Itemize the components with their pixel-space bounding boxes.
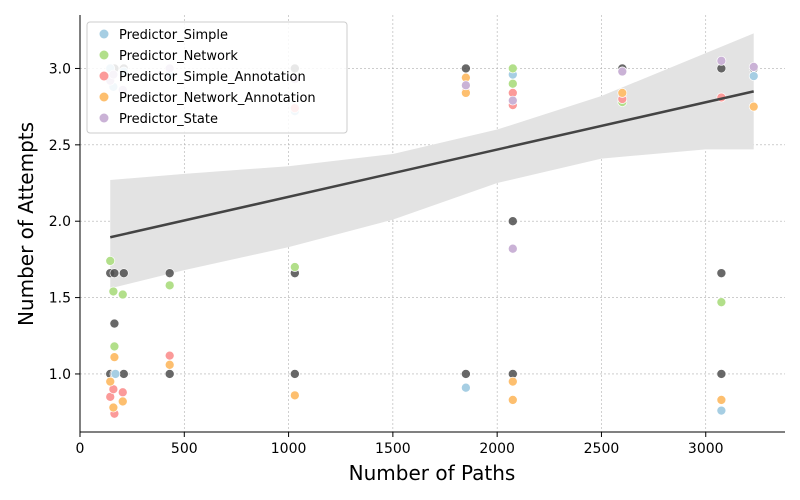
y-tick-label: 2.0: [49, 214, 71, 230]
legend-marker: [99, 113, 109, 123]
series-point-predictor-network: [507, 78, 518, 89]
series-point-predictor-network: [716, 297, 727, 308]
series-point-predictor-simple: [716, 405, 727, 416]
x-tick-label: 2500: [584, 441, 620, 457]
series-point-predictor-network-annotation: [105, 376, 116, 387]
series-point-predictor-network: [289, 262, 300, 272]
y-axis-title: Number of Attempts: [14, 122, 38, 326]
series-point-predictor-network-annotation: [748, 101, 759, 112]
x-tick-label: 0: [76, 441, 85, 457]
overall-point: [508, 216, 518, 227]
ci-band: [110, 33, 754, 289]
overall-point: [164, 369, 175, 379]
overall-point: [461, 63, 471, 74]
series-point-predictor-state: [716, 55, 727, 66]
regression-line-path: [109, 90, 754, 239]
series-point-predictor-simple-annotation: [164, 350, 175, 361]
legend-marker: [99, 29, 109, 39]
series-point-predictor-network: [117, 289, 128, 300]
series-point-predictor-simple: [461, 382, 471, 393]
overall-point: [109, 268, 120, 278]
axes: [79, 15, 785, 433]
x-tick-label: 3000: [688, 441, 724, 457]
series-point-predictor-state: [617, 66, 628, 77]
legend-box: [86, 21, 348, 134]
series-point-predictor-network-annotation: [108, 402, 119, 413]
series-point-predictor-simple: [748, 71, 759, 81]
y-tick-label: 3.0: [49, 61, 71, 77]
overall-point: [290, 369, 300, 379]
series-point-predictor-simple-annotation: [117, 387, 128, 398]
legend-label: Predictor_Simple: [119, 28, 228, 43]
x-tick-label: 2000: [479, 441, 515, 457]
legend: Predictor_Simple Predictor_Network Predict…: [86, 21, 348, 134]
overall-point: [716, 268, 727, 278]
confidence-band: [110, 33, 754, 289]
series-point-predictor-network: [507, 63, 518, 74]
legend-marker: [99, 50, 109, 60]
y-tick-label: 1.0: [49, 367, 71, 383]
overall-point: [109, 318, 120, 329]
x-ticks: 0 500 1000 1500 2000 2500 3000: [76, 432, 724, 457]
series-point-predictor-network-annotation: [507, 376, 518, 387]
x-tick-label: 500: [171, 441, 198, 457]
series-point-predictor-network-annotation: [164, 359, 175, 370]
series-point-predictor-network-annotation: [109, 352, 120, 363]
series-point-predictor-state: [507, 95, 518, 106]
series-point-predictor-network-annotation: [117, 396, 128, 407]
y-tick-label: 1.5: [49, 291, 71, 307]
series-point-predictor-state: [748, 62, 759, 72]
x-axis-title: Number of Paths: [349, 461, 516, 485]
series-point-predictor-network-annotation: [289, 390, 300, 401]
series-point-predictor-network: [109, 341, 120, 352]
overall-point: [716, 369, 727, 379]
y-tick-label: 2.5: [49, 138, 71, 154]
overall-point: [164, 268, 175, 278]
overall-point: [461, 369, 471, 379]
overall-point: [119, 369, 129, 379]
regression-line: [109, 90, 754, 239]
legend-marker: [99, 71, 109, 81]
legend-label: Predictor_State: [119, 112, 218, 127]
legend-label: Predictor_Network: [119, 49, 238, 64]
legend-label: Predictor_Network_Annotation: [119, 91, 316, 106]
series-point-predictor-network: [108, 286, 119, 297]
series-point-predictor-network: [105, 256, 116, 266]
series-point-predictor-simple: [110, 369, 121, 379]
legend-marker: [99, 92, 109, 102]
legend-label: Predictor_Simple_Annotation: [119, 70, 306, 85]
series-point-predictor-state: [461, 80, 471, 91]
overall-point: [119, 268, 129, 278]
series-point-predictor-state: [507, 243, 518, 254]
series-point-predictor-network-annotation: [507, 395, 518, 405]
x-tick-label: 1000: [271, 441, 307, 457]
series-point-predictor-network-annotation: [617, 88, 628, 98]
series-point-predictor-network-annotation: [716, 395, 727, 405]
series-point-predictor-network: [164, 280, 175, 291]
x-tick-label: 1500: [375, 441, 411, 457]
y-ticks: 1.0 1.5 2.0 2.5 3.0: [49, 61, 80, 383]
